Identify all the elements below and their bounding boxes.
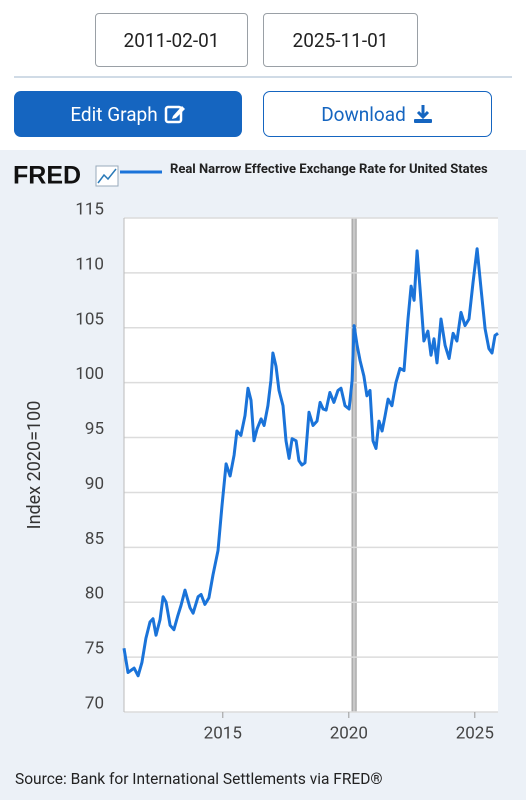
- end-date[interactable]: 2025-11-01: [263, 13, 418, 67]
- chart-panel: [0, 150, 526, 800]
- edit-graph-button[interactable]: Edit Graph: [14, 91, 242, 137]
- download-label: Download: [321, 102, 406, 126]
- legend-label: Real Narrow Effective Exchange Rate for …: [170, 162, 488, 177]
- download-button[interactable]: Download: [263, 91, 492, 137]
- divider: [14, 76, 512, 78]
- edit-label: Edit Graph: [70, 102, 158, 126]
- edit-icon: [164, 105, 185, 124]
- start-date[interactable]: 2011-02-01: [95, 13, 248, 67]
- download-icon: [413, 105, 432, 123]
